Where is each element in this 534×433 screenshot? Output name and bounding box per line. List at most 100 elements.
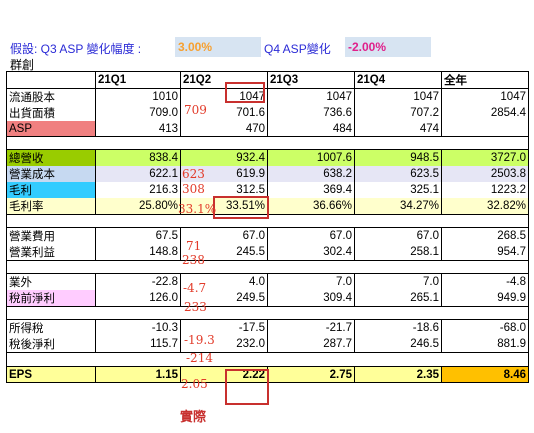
table-cell[interactable]: -17.5 [180,319,268,336]
table-cell[interactable]: 126.0 [95,290,181,307]
table-cell[interactable]: 8.46 [441,366,529,383]
row-label[interactable]: 稅前淨利 [6,290,96,307]
table-cell[interactable]: 325.1 [354,182,442,198]
table-cell[interactable]: 638.2 [267,166,355,182]
table-row: 流通股本 1010 1047 1047 1047 1047 [6,88,529,105]
table-cell[interactable]: 484 [267,121,355,137]
table-cell[interactable]: 932.4 [180,149,268,166]
header-21q1[interactable]: 21Q1 [95,71,181,89]
table-cell[interactable]: 369.4 [267,182,355,198]
table-cell[interactable]: 949.9 [441,290,529,307]
header-full-year[interactable]: 全年 [441,71,529,89]
table-cell[interactable]: 948.5 [354,149,442,166]
q3-asp-change-cell[interactable]: 3.00% [175,37,261,57]
table-cell[interactable]: -21.7 [267,319,355,336]
table-cell[interactable]: 246.5 [354,336,442,353]
table-cell[interactable]: 312.5 [180,182,268,198]
table-cell[interactable]: 474 [354,121,442,137]
table-cell[interactable]: 1010 [95,88,181,105]
row-label[interactable]: 營業成本 [6,166,96,182]
table-cell[interactable]: 7.0 [354,273,442,290]
table-cell[interactable]: 309.4 [267,290,355,307]
table-cell[interactable]: 1047 [267,88,355,105]
header-21q2[interactable]: 21Q2 [180,71,268,89]
row-label[interactable]: 毛利率 [6,198,96,215]
table-cell[interactable]: 707.2 [354,105,442,121]
table-cell[interactable]: 115.7 [95,336,181,353]
handwritten-eps: 2.05 [181,377,208,391]
table-cell[interactable]: 268.5 [441,227,529,244]
table-cell[interactable]: 1223.2 [441,182,529,198]
table-cell[interactable]: 287.7 [267,336,355,353]
q4-asp-label: Q4 ASP變化 [264,42,331,56]
table-cell[interactable]: 25.80% [95,198,181,215]
table-cell[interactable]: 2.75 [267,366,355,383]
table-cell[interactable] [441,121,529,137]
row-label[interactable]: 營業利益 [6,244,96,261]
table-cell[interactable]: -10.3 [95,319,181,336]
table-cell[interactable]: 258.1 [354,244,442,261]
table-cell[interactable]: 622.1 [95,166,181,182]
table-cell[interactable]: 619.9 [180,166,268,182]
row-label[interactable]: EPS [6,366,96,383]
table-cell[interactable]: 148.8 [95,244,181,261]
table-cell[interactable]: 470 [180,121,268,137]
table-cell[interactable]: -4.8 [441,273,529,290]
table-cell[interactable]: 216.3 [95,182,181,198]
handwritten-gross: 308 [182,182,205,196]
table-cell[interactable]: 265.1 [354,290,442,307]
table-cell[interactable]: 245.5 [180,244,268,261]
table-cell[interactable]: -22.8 [95,273,181,290]
table-header-row: 21Q1 21Q2 21Q3 21Q4 全年 [6,71,529,89]
header-21q3[interactable]: 21Q3 [267,71,355,89]
handwritten-tax: -19.3 [184,333,215,347]
row-label[interactable]: 出貨面積 [6,105,96,121]
spacer-row [6,260,529,274]
table-cell[interactable]: 36.66% [267,198,355,215]
row-label[interactable]: 流通股本 [6,88,96,105]
table-cell[interactable]: 34.27% [354,198,442,215]
table-cell[interactable]: 1007.6 [267,149,355,166]
table-cell[interactable]: 1047 [441,88,529,105]
table-row: 稅後淨利 115.7 232.0 287.7 246.5 881.9 [6,336,529,353]
table-cell[interactable]: 623.5 [354,166,442,182]
row-label[interactable]: ASP [6,121,96,137]
row-label[interactable]: 所得稅 [6,319,96,336]
table-cell[interactable]: 302.4 [267,244,355,261]
table-cell[interactable]: 249.5 [180,290,268,307]
header-21q4[interactable]: 21Q4 [354,71,442,89]
table-cell[interactable]: 954.7 [441,244,529,261]
shares-highlight-box [225,82,265,103]
table-cell[interactable]: 1047 [354,88,442,105]
table-cell[interactable]: 736.6 [267,105,355,121]
table-cell[interactable]: 2854.4 [441,105,529,121]
table-cell[interactable]: 33.51% [180,198,268,215]
table-cell[interactable]: -18.6 [354,319,442,336]
table-cell[interactable]: 881.9 [441,336,529,353]
table-cell[interactable]: 838.4 [95,149,181,166]
row-label[interactable]: 業外 [6,273,96,290]
table-cell[interactable]: 4.0 [180,273,268,290]
table-cell[interactable]: 7.0 [267,273,355,290]
table-cell[interactable]: 3727.0 [441,149,529,166]
table-cell[interactable]: 701.6 [180,105,268,121]
table-cell[interactable]: 67.5 [95,227,181,244]
table-cell[interactable]: 67.0 [267,227,355,244]
table-cell[interactable]: 709.0 [95,105,181,121]
table-cell[interactable]: 67.0 [180,227,268,244]
table-cell[interactable]: 413 [95,121,181,137]
table-cell[interactable]: 32.82% [441,198,529,215]
table-cell[interactable]: -68.0 [441,319,529,336]
row-label[interactable]: 營業費用 [6,227,96,244]
table-cell[interactable]: 67.0 [354,227,442,244]
table-cell[interactable]: 2503.8 [441,166,529,182]
table-cell[interactable]: 232.0 [180,336,268,353]
table-cell[interactable]: 1.15 [95,366,181,383]
q4-asp-change-cell[interactable]: -2.00% [345,37,431,57]
handwritten-shipment: 709 [184,103,207,117]
row-label[interactable]: 毛利 [6,182,96,198]
row-label[interactable]: 總營收 [6,149,96,166]
row-label[interactable]: 稅後淨利 [6,336,96,353]
table-cell[interactable]: 2.35 [354,366,442,383]
table-cell[interactable]: 1047 [180,88,268,105]
